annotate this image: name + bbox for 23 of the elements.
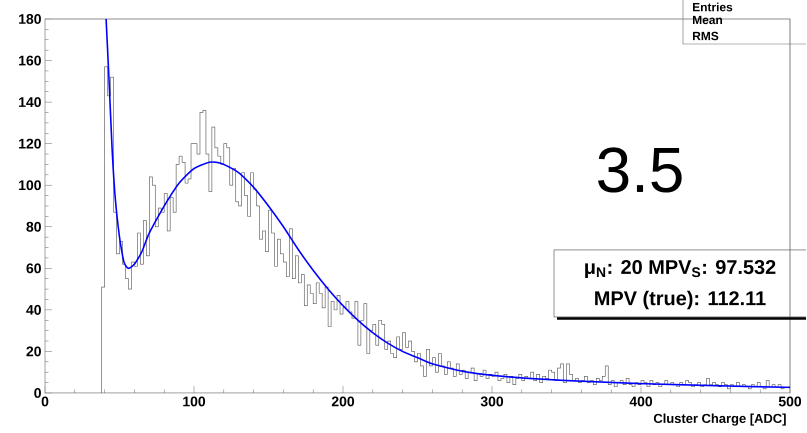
annotation: μ$_{N}$: 20 MPV$_{S}$: 97.532 <box>585 260 776 278</box>
annotation: MPV (true): 112.11 <box>595 290 766 310</box>
x-tick-label: 0 <box>42 396 48 406</box>
annotation: RMS <box>693 32 718 40</box>
annotation: 3.5 <box>598 147 682 193</box>
y-tick-label: 80 <box>26 222 41 232</box>
annotation: Mean <box>693 16 722 24</box>
y-tick-label: 180 <box>19 14 41 24</box>
x-tick-label: 200 <box>332 396 354 406</box>
y-tick-label: 160 <box>19 56 41 66</box>
y-tick-label: 100 <box>19 180 41 190</box>
x-tick-label: 400 <box>630 396 652 406</box>
x-tick-label: 500 <box>778 396 802 406</box>
x-tick-label: 300 <box>480 396 504 406</box>
text: Entries <box>693 2 732 12</box>
y-tick-label: 120 <box>19 138 41 149</box>
y-tick-label: 40 <box>26 304 41 315</box>
y-tick-label: 20 <box>26 346 41 356</box>
y-tick-label: 60 <box>26 263 41 274</box>
y-tick-label: 140 <box>19 97 41 108</box>
x-tick-label: 100 <box>183 396 206 406</box>
x-axis-title: Cluster Charge [ADC] <box>654 414 786 426</box>
y-tick-label: 0 <box>34 388 41 398</box>
